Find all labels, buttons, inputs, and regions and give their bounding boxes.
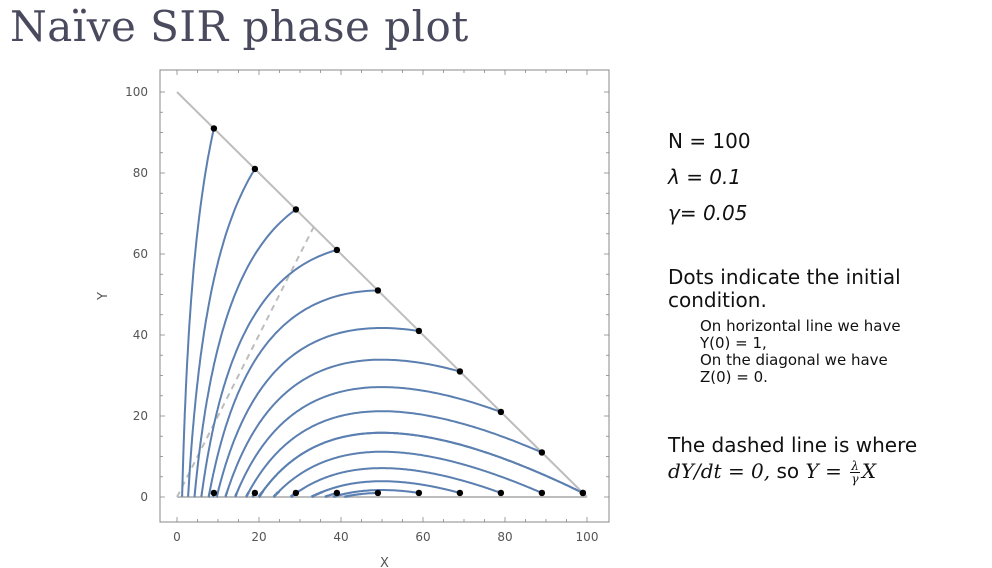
- trajectory: [343, 492, 379, 498]
- initial-condition-dot-diagonal: [333, 246, 341, 254]
- y-tick-label: 100: [125, 85, 148, 99]
- note-dashed-prefix: The dashed line is where: [668, 433, 918, 457]
- initial-condition-dot-diagonal: [251, 165, 259, 173]
- y-tick-label: 60: [133, 247, 148, 261]
- parameters: N = 100 λ = 0.1 γ= 0.05: [668, 126, 751, 234]
- initial-condition-dot-horizontal: [374, 489, 382, 497]
- x-tick-label: 60: [415, 530, 430, 544]
- trajectory: [215, 327, 420, 498]
- trajectory: [245, 410, 543, 498]
- eq-derivative: dY/dt = 0,: [668, 459, 771, 483]
- eq-frac-num: λ: [850, 459, 860, 473]
- y-tick-label: 0: [140, 490, 148, 504]
- trajectory: [272, 450, 543, 498]
- note-details: On horizontal line we have Y(0) = 1, On …: [700, 318, 980, 386]
- initial-condition-dot-horizontal: [538, 489, 546, 497]
- initial-condition-dot-diagonal: [292, 206, 300, 213]
- trajectory: [207, 289, 379, 498]
- initial-condition-dot-horizontal: [251, 489, 259, 497]
- note-horizontal-b: Y(0) = 1,: [700, 334, 767, 352]
- note-horizontal-a: On horizontal line we have: [700, 317, 901, 335]
- eq-frac-den: γ: [851, 472, 859, 486]
- diagonal-guide: [176, 91, 588, 498]
- initial-condition-dot-horizontal: [292, 489, 300, 497]
- initial-condition-dot-horizontal: [456, 489, 464, 497]
- y-axis-label: Y: [96, 292, 111, 301]
- eq-x: X: [861, 459, 877, 483]
- note-diagonal-a: On the diagonal we have: [700, 351, 888, 369]
- trajectory: [193, 208, 297, 498]
- x-tick-label: 20: [251, 530, 266, 544]
- trajectory: [310, 480, 461, 498]
- trajectory: [181, 128, 215, 497]
- x-tick-label: 100: [576, 530, 599, 544]
- note-diagonal-b: Z(0) = 0.: [700, 368, 768, 386]
- initial-condition-dot-horizontal: [415, 489, 423, 497]
- trajectory: [234, 386, 502, 498]
- trajectory: [187, 168, 256, 498]
- x-tick-label: 0: [173, 530, 181, 544]
- x-tick-label: 80: [497, 530, 512, 544]
- trajectory: [258, 431, 584, 498]
- initial-condition-dot-diagonal: [456, 368, 464, 375]
- param-n: N = 100: [668, 129, 751, 153]
- initial-condition-dot-diagonal: [579, 489, 587, 497]
- x-tick-label: 40: [333, 530, 348, 544]
- note-dashed-line: The dashed line is where dY/dt = 0, so Y…: [668, 432, 988, 485]
- trajectory: [332, 489, 420, 498]
- trajectory: [200, 249, 338, 498]
- y-tick-label: 80: [133, 166, 148, 180]
- initial-condition-dot-diagonal: [210, 125, 218, 132]
- initial-condition-dot-horizontal: [497, 489, 505, 497]
- initial-condition-dot-diagonal: [374, 287, 382, 294]
- eq-so: so: [770, 459, 806, 483]
- initial-condition-dot-diagonal: [538, 449, 546, 456]
- y-tick-label: 20: [133, 409, 148, 423]
- y-tick-label: 40: [133, 328, 148, 342]
- plot-frame: [159, 69, 610, 523]
- initial-condition-dot-horizontal: [333, 489, 341, 497]
- note-initial-condition: Dots indicate the initial condition.: [668, 265, 901, 312]
- trajectory: [224, 358, 461, 498]
- param-lambda: λ = 0.1: [668, 165, 742, 189]
- slide-title: Naïve SIR phase plot: [10, 2, 469, 51]
- param-gamma: γ= 0.05: [668, 201, 748, 225]
- initial-condition-dot-diagonal: [497, 408, 505, 416]
- x-axis-label: X: [380, 556, 389, 568]
- eq-y: Y =: [805, 459, 849, 483]
- nullcline-dashed: [176, 225, 316, 498]
- initial-condition-dot-horizontal: [210, 489, 218, 497]
- initial-condition-dot-diagonal: [415, 327, 423, 335]
- trajectory: [258, 431, 584, 498]
- phase-plot: 0 20 40 60 80 100 0 20 40 60 80 100 X Y: [96, 69, 610, 568]
